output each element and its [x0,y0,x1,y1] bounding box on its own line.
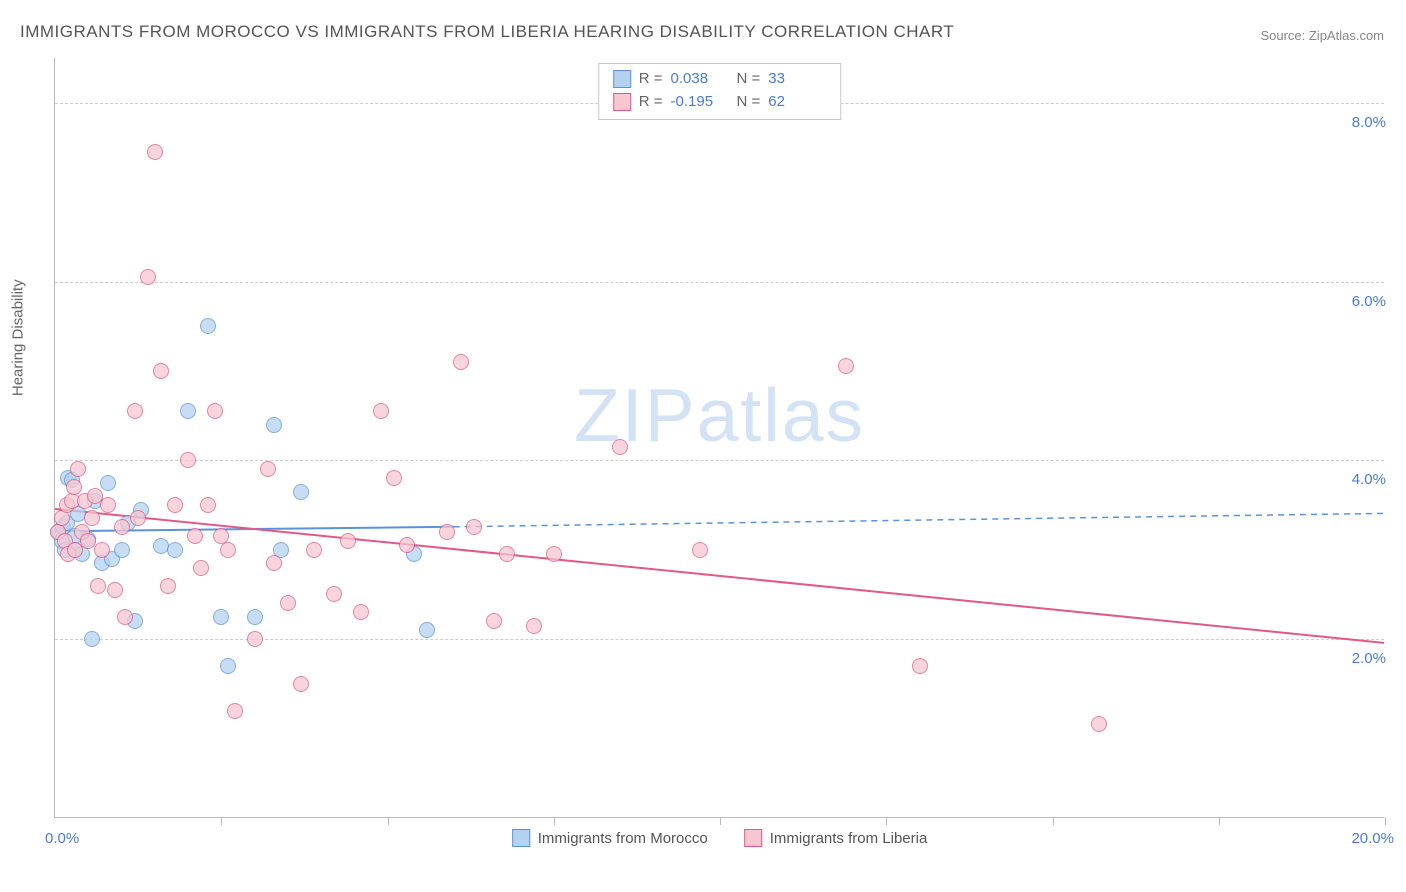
data-point [353,604,369,620]
data-point [160,578,176,594]
data-point [100,475,116,491]
legend-item-morocco: Immigrants from Morocco [512,829,708,847]
data-point [247,631,263,647]
data-point [220,542,236,558]
x-tick [1053,817,1054,825]
regression-lines [55,58,1384,817]
r-value-liberia: -0.195 [671,91,729,114]
data-point [386,470,402,486]
data-point [266,555,282,571]
data-point [200,497,216,513]
data-point [912,658,928,674]
swatch-liberia [613,93,631,111]
x-tick [1219,817,1220,825]
data-point [66,479,82,495]
legend-label-liberia: Immigrants from Liberia [770,830,928,847]
data-point [167,497,183,513]
data-point [130,510,146,526]
data-point [499,546,515,562]
n-value-liberia: 62 [768,91,826,114]
x-tick [554,817,555,825]
data-point [546,546,562,562]
data-point [114,519,130,535]
data-point [340,533,356,549]
stats-row-liberia: R = -0.195 N = 62 [613,91,827,114]
x-axis-max-label: 20.0% [1351,830,1394,847]
data-point [486,613,502,629]
legend-label-morocco: Immigrants from Morocco [538,830,708,847]
stats-legend-box: R = 0.038 N = 33 R = -0.195 N = 62 [598,63,842,120]
swatch-morocco [613,70,631,88]
data-point [526,618,542,634]
data-point [70,461,86,477]
data-point [419,622,435,638]
data-point [94,542,110,558]
x-tick [720,817,721,825]
x-tick [388,817,389,825]
data-point [260,461,276,477]
x-tick [1385,817,1386,825]
data-point [453,354,469,370]
bottom-legend: Immigrants from Morocco Immigrants from … [512,829,928,847]
y-tick-label: 2.0% [1352,650,1386,667]
data-point [187,528,203,544]
data-point [193,560,209,576]
y-tick-label: 4.0% [1352,471,1386,488]
x-tick [221,817,222,825]
data-point [127,403,143,419]
data-point [117,609,133,625]
data-point [466,519,482,535]
gridline: 6.0% [55,282,1384,283]
data-point [107,582,123,598]
data-point [180,452,196,468]
data-point [207,403,223,419]
data-point [306,542,322,558]
n-value-morocco: 33 [768,68,826,91]
data-point [84,510,100,526]
data-point [100,497,116,513]
data-point [373,403,389,419]
data-point [399,537,415,553]
data-point [692,542,708,558]
data-point [147,144,163,160]
data-point [153,363,169,379]
data-point [114,542,130,558]
data-point [439,524,455,540]
legend-swatch-liberia [744,829,762,847]
data-point [266,417,282,433]
data-point [612,439,628,455]
y-tick-label: 8.0% [1352,114,1386,131]
stats-row-morocco: R = 0.038 N = 33 [613,68,827,91]
x-tick [886,817,887,825]
gridline: 4.0% [55,460,1384,461]
data-point [213,609,229,625]
x-axis-min-label: 0.0% [45,830,79,847]
data-point [1091,716,1107,732]
scatter-plot: ZIPatlas 2.0%4.0%6.0%8.0% 0.0% 20.0% R =… [54,58,1384,818]
data-point [220,658,236,674]
source-label: Source: ZipAtlas.com [1260,28,1384,43]
legend-swatch-morocco [512,829,530,847]
data-point [280,595,296,611]
data-point [90,578,106,594]
chart-title: IMMIGRANTS FROM MOROCCO VS IMMIGRANTS FR… [20,22,954,42]
data-point [293,484,309,500]
data-point [180,403,196,419]
data-point [140,269,156,285]
r-value-morocco: 0.038 [671,68,729,91]
data-point [200,318,216,334]
data-point [84,631,100,647]
y-axis-label: Hearing Disability [10,279,27,396]
data-point [247,609,263,625]
y-tick-label: 6.0% [1352,293,1386,310]
data-point [227,703,243,719]
data-point [293,676,309,692]
data-point [167,542,183,558]
legend-item-liberia: Immigrants from Liberia [744,829,928,847]
data-point [838,358,854,374]
data-point [326,586,342,602]
